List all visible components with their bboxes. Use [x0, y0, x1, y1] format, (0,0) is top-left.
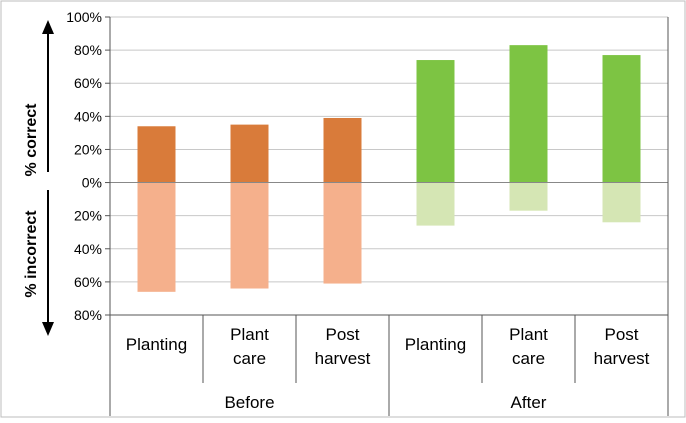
category-label: Planting	[126, 335, 187, 354]
category-label: Post	[325, 325, 359, 344]
category-labels: Planting Plant care Post harvest Before Planti…	[110, 17, 669, 416]
category-label: Plant	[230, 325, 269, 344]
bar-incorrect	[416, 182, 455, 226]
y-tick-label: 60%	[74, 274, 102, 290]
y-tick-label: 0%	[82, 175, 102, 191]
y-tick-labels: 100% 80% 60% 40% 20% 0% 20% 40% 60% 80%	[66, 9, 102, 323]
y-tick-label: 60%	[74, 75, 102, 91]
bar-correct	[416, 60, 455, 183]
category-label: Post	[604, 325, 638, 344]
bars	[137, 45, 641, 292]
y-tick-label: 100%	[66, 9, 102, 25]
bar-incorrect	[137, 182, 176, 292]
bar-incorrect	[602, 182, 641, 223]
y-axis-label-correct: % correct	[23, 103, 40, 177]
category-label: care	[233, 349, 266, 368]
y-tick-label: 80%	[74, 307, 102, 323]
group-label: After	[511, 393, 547, 412]
y-tick-label: 20%	[74, 141, 102, 157]
incorrect-arrow-head	[42, 322, 54, 336]
bar-correct	[323, 117, 362, 183]
bar-incorrect	[230, 182, 269, 289]
bar-incorrect	[323, 182, 362, 284]
bar-correct	[137, 126, 176, 183]
category-label: harvest	[594, 349, 650, 368]
category-label: harvest	[315, 349, 371, 368]
bar-incorrect	[509, 182, 548, 211]
y-tick-label: 80%	[74, 42, 102, 58]
category-label: care	[512, 349, 545, 368]
y-tick-label: 40%	[74, 241, 102, 257]
category-label: Planting	[405, 335, 466, 354]
category-label: Plant	[509, 325, 548, 344]
bar-correct	[602, 55, 641, 183]
y-tick-label: 40%	[74, 108, 102, 124]
bar-correct	[509, 45, 548, 183]
bar-correct	[230, 124, 269, 183]
group-label: Before	[224, 393, 274, 412]
axes	[109, 17, 668, 416]
y-axis-label-incorrect: % incorrect	[23, 210, 40, 298]
y-tick-label: 20%	[74, 208, 102, 224]
correct-arrow-head	[42, 20, 54, 34]
